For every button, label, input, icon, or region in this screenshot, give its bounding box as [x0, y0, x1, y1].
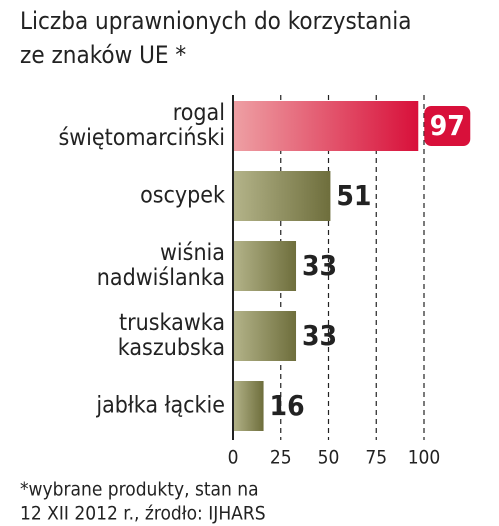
bar — [233, 171, 331, 221]
x-tick-label: 75 — [365, 447, 387, 469]
value-label: 33 — [302, 249, 337, 282]
y-tick-label: oscypek — [140, 183, 225, 209]
value-label: 51 — [336, 179, 371, 212]
bar — [233, 381, 264, 431]
bar — [233, 241, 297, 291]
y-tick-label: świętomarciński — [58, 125, 225, 151]
x-tick-label: 0 — [228, 447, 239, 469]
y-tick-label: truskawka — [119, 310, 225, 336]
bar — [233, 101, 419, 151]
x-tick-label: 100 — [408, 447, 441, 469]
footnote: *wybrane produkty, stan na — [20, 479, 259, 501]
y-tick-label: kaszubska — [118, 335, 225, 361]
chart-title: Liczba uprawnionych do korzystania — [20, 7, 411, 35]
footnote: 12 XII 2012 r., źrodło: IJHARS — [20, 503, 266, 525]
y-tick-label: wiśnia — [160, 240, 225, 266]
y-tick-label: nadwiślanka — [97, 265, 225, 291]
chart-title: ze znaków UE * — [20, 41, 186, 69]
value-badge — [424, 106, 471, 146]
value-label: 97 — [430, 109, 465, 142]
x-tick-label: 50 — [318, 447, 340, 469]
value-label: 33 — [302, 319, 337, 352]
value-label: 16 — [270, 389, 305, 422]
bar — [233, 311, 297, 361]
x-tick-label: 25 — [270, 447, 292, 469]
y-tick-label: rogal — [173, 100, 225, 126]
y-tick-label: jabłka łąckie — [95, 393, 225, 419]
